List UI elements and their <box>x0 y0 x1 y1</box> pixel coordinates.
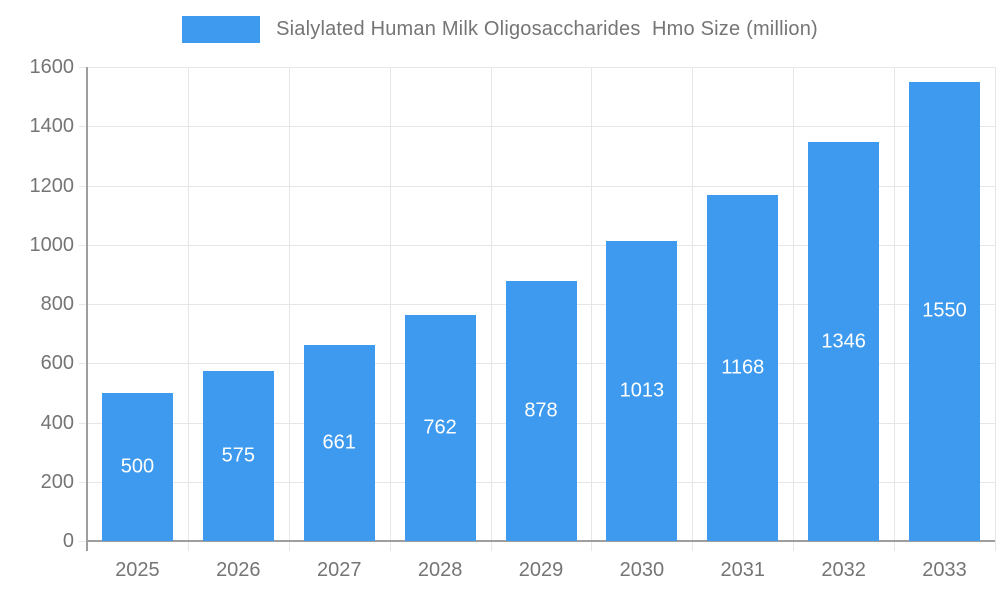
y-tick <box>79 67 87 68</box>
x-gridline <box>591 67 593 551</box>
y-axis-label: 600 <box>40 352 74 375</box>
y-gridline <box>87 126 995 128</box>
bar[interactable]: 1013 <box>606 240 678 541</box>
bar[interactable]: 1168 <box>707 194 779 541</box>
y-tick <box>79 244 87 246</box>
chart-legend[interactable]: Sialylated Human Milk Oligosaccharides H… <box>0 16 1000 43</box>
bar-value-label: 762 <box>423 416 457 439</box>
y-axis-label: 200 <box>40 470 74 493</box>
bar-value-label: 575 <box>221 444 256 467</box>
bar-value-label: 878 <box>524 399 558 422</box>
x-gridline <box>187 67 189 551</box>
y-gridline <box>87 185 995 187</box>
y-axis-label: 1600 <box>29 56 75 78</box>
x-gridline <box>389 67 391 551</box>
bar-value-label: 1550 <box>922 299 967 322</box>
legend-swatch-icon <box>182 16 261 43</box>
x-axis-label: 2027 <box>316 559 362 581</box>
y-axis-line <box>86 67 88 551</box>
bar-value-label: 661 <box>322 431 356 454</box>
x-gridline <box>490 67 492 551</box>
bar[interactable]: 1550 <box>909 81 981 541</box>
y-tick <box>79 541 87 542</box>
y-tick <box>79 185 87 187</box>
bar-value-label: 1346 <box>821 330 866 353</box>
y-tick <box>79 304 87 305</box>
bar[interactable]: 878 <box>505 280 577 541</box>
x-gridline <box>288 67 290 551</box>
x-axis-label: 2032 <box>821 559 866 581</box>
y-axis-label: 400 <box>40 411 74 434</box>
x-axis-label: 2028 <box>417 559 463 581</box>
y-tick <box>79 363 87 365</box>
x-axis-line <box>87 540 995 542</box>
x-gridline <box>793 67 795 551</box>
y-gridline <box>87 244 995 246</box>
y-gridline <box>87 67 995 68</box>
bar-value-label: 1013 <box>619 379 665 402</box>
bar[interactable]: 500 <box>101 392 173 541</box>
y-tick <box>79 481 87 483</box>
legend-label: Sialylated Human Milk Oligosaccharides H… <box>276 18 818 40</box>
y-axis-label: 0 <box>62 530 74 552</box>
bar-value-label: 500 <box>120 455 155 478</box>
bar-value-label: 1168 <box>721 356 765 379</box>
x-gridline <box>995 67 996 551</box>
y-tick <box>79 126 87 128</box>
x-axis-label: 2030 <box>619 559 665 581</box>
x-axis-label: 2029 <box>518 559 564 581</box>
x-gridline <box>894 67 896 551</box>
y-axis-label: 1400 <box>29 115 75 138</box>
bar[interactable]: 762 <box>404 315 476 541</box>
x-axis-label: 2025 <box>115 559 160 581</box>
y-axis-label: 800 <box>40 293 74 315</box>
bar[interactable]: 1346 <box>808 142 880 541</box>
x-axis-label: 2026 <box>216 559 261 581</box>
x-axis-label: 2033 <box>922 559 967 581</box>
y-axis-label: 1000 <box>29 233 75 256</box>
x-axis-label: 2031 <box>720 559 766 581</box>
y-axis-label: 1200 <box>29 174 75 197</box>
y-tick <box>79 422 87 424</box>
bar[interactable]: 661 <box>303 345 375 541</box>
x-gridline <box>692 67 694 551</box>
bar[interactable]: 575 <box>202 370 274 541</box>
